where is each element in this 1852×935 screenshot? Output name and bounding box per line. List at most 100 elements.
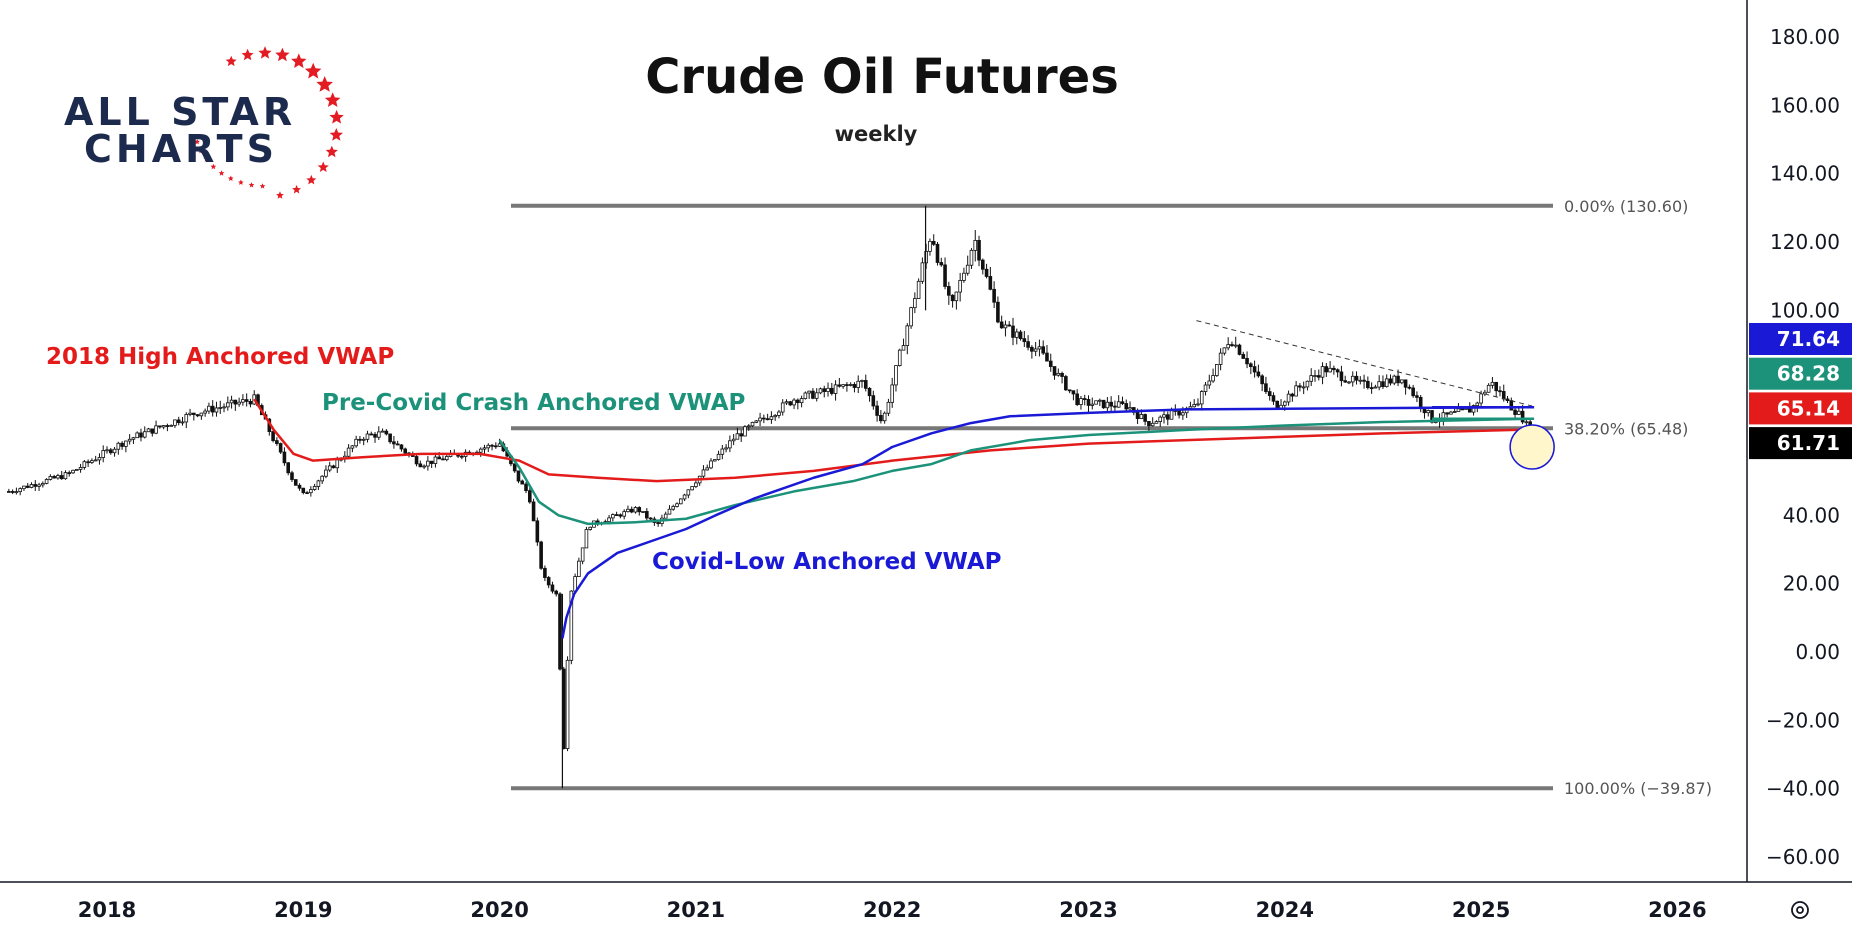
candle-body	[490, 444, 494, 447]
candle-body	[331, 465, 336, 469]
price-badge	[1749, 392, 1852, 425]
logo-star	[304, 62, 322, 79]
candle-body	[739, 433, 743, 437]
candle-body	[324, 469, 328, 477]
candle-body	[1316, 375, 1321, 378]
candle-body	[29, 484, 34, 488]
candle-body	[1218, 352, 1223, 365]
candle-body	[1169, 410, 1174, 420]
candle-body	[218, 407, 223, 409]
candle-body	[1181, 412, 1185, 416]
candle-body	[928, 240, 932, 252]
candle-body	[735, 433, 740, 440]
candle-body	[176, 419, 181, 424]
candle-body	[48, 476, 53, 480]
candle-body	[731, 438, 736, 442]
candle-body	[720, 448, 725, 455]
candle-body	[139, 432, 143, 438]
settings-icon[interactable]	[1791, 901, 1809, 919]
candle-body	[947, 286, 951, 296]
vwap-lines	[253, 320, 1535, 639]
candle-body	[833, 384, 838, 394]
candle-body	[682, 494, 687, 500]
candle-body	[207, 405, 211, 412]
candle-body	[1203, 384, 1208, 392]
x-tick-label: 2025	[1452, 898, 1510, 922]
highlight-circle	[1509, 424, 1555, 470]
candle-body	[1343, 380, 1348, 383]
candle-body	[826, 387, 830, 392]
candle-body	[1324, 366, 1329, 373]
candle-body	[1362, 379, 1366, 382]
candle-body	[1392, 375, 1397, 384]
candle-body	[516, 470, 521, 482]
logo-star	[218, 170, 225, 176]
candle-body	[996, 301, 1000, 323]
candle-body	[297, 484, 302, 489]
candle-body	[1328, 367, 1332, 373]
chart-title: Crude Oil Futures	[645, 49, 1119, 105]
y-tick-label: −40.00	[1766, 777, 1840, 801]
candle-body	[1079, 398, 1083, 405]
price-badge-label: 65.14	[1777, 396, 1840, 420]
candle-body	[10, 491, 15, 493]
logo-star	[324, 92, 341, 107]
logo-star	[317, 161, 329, 172]
candle-body	[1052, 366, 1057, 376]
candle-body	[1449, 411, 1453, 415]
candle-body	[248, 401, 253, 405]
candle-body	[395, 443, 400, 446]
vwap-pre-covid-line	[498, 417, 1533, 526]
candle-body	[977, 240, 981, 261]
candle-body	[1350, 375, 1355, 383]
candle-body	[1192, 404, 1197, 408]
candle-body	[184, 414, 189, 423]
candle-body	[112, 448, 117, 454]
candle-body	[478, 448, 483, 453]
candle-body	[984, 268, 989, 277]
candle-body	[154, 425, 158, 434]
candle-body	[879, 415, 883, 422]
candle-body	[539, 541, 543, 569]
candle-body	[1154, 421, 1159, 424]
candle-body	[1290, 393, 1295, 397]
candle-body	[482, 447, 487, 450]
candle-body	[222, 406, 226, 409]
candle-body	[1041, 346, 1046, 354]
candle-body	[105, 449, 109, 452]
candle-body	[278, 443, 283, 453]
all-star-charts-logo: ALL STAR CHARTS	[64, 46, 344, 199]
candle-body	[1037, 346, 1042, 350]
candle-body	[1056, 372, 1061, 376]
candle-body	[679, 498, 683, 505]
candle-body	[225, 402, 230, 408]
candle-body	[535, 520, 540, 543]
price-badge	[1749, 357, 1852, 390]
logo-star	[248, 182, 255, 188]
candle-body	[229, 399, 234, 404]
candle-body	[716, 453, 721, 460]
logo-line-2: CHARTS	[84, 127, 278, 171]
candle-body	[512, 463, 517, 472]
candle-body	[546, 577, 551, 586]
candle-body	[709, 460, 713, 469]
candle-body	[146, 428, 151, 433]
logo-star	[291, 53, 307, 68]
candle-body	[286, 462, 290, 474]
logo-star	[203, 156, 210, 162]
candle-body	[1124, 403, 1129, 410]
candle-body	[59, 475, 64, 480]
candle-body	[1494, 381, 1499, 392]
candle-body	[1475, 402, 1480, 406]
candle-body	[1147, 420, 1151, 427]
candle-body	[1067, 389, 1072, 392]
candle-body	[237, 401, 241, 405]
x-tick-label: 2018	[78, 898, 136, 922]
candle-body	[1396, 375, 1400, 384]
candle-body	[460, 455, 464, 458]
candle-body	[388, 433, 392, 443]
candle-body	[618, 514, 623, 517]
candle-body	[1199, 391, 1204, 405]
candle-body	[1007, 324, 1012, 327]
candle-body	[1286, 393, 1291, 403]
